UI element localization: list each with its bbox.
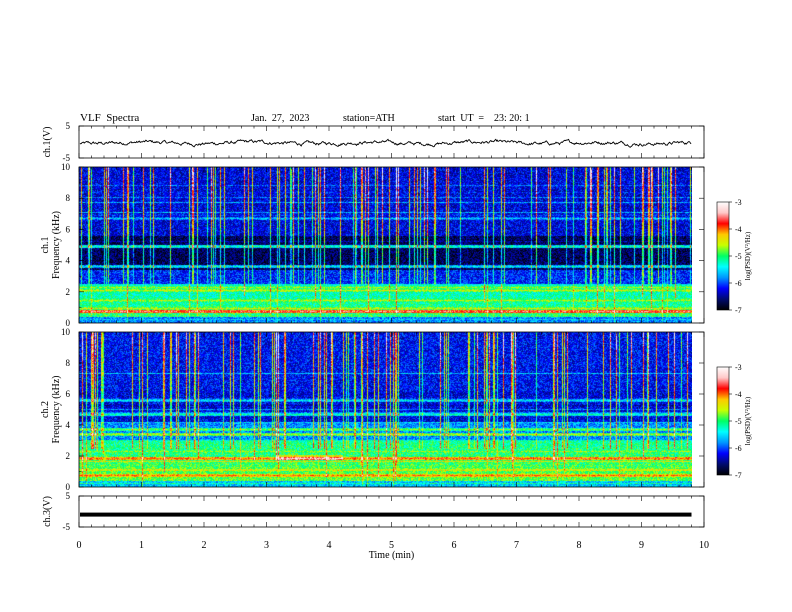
y-tick-label: 2	[66, 287, 71, 297]
y-tick-label: 8	[66, 358, 71, 368]
colorbar-tick-label: -5	[735, 417, 742, 426]
start-time-label: start UT = 23: 20: 1	[438, 113, 530, 124]
ch1-spectrogram-image	[79, 167, 692, 323]
y-tick-label: 8	[66, 193, 71, 203]
colorbar-tick-label: -6	[735, 279, 742, 288]
ch1-waveform-line	[79, 138, 692, 148]
ch1-colorbar	[716, 201, 730, 311]
ch2-spectrogram-image	[79, 332, 692, 487]
y-tick-label: -5	[63, 522, 71, 532]
colorbar-tick-label: -5	[735, 252, 742, 261]
y-axis-label: ch.1(V)	[42, 127, 53, 158]
y-tick-label: 4	[66, 420, 71, 430]
colorbar-tick-label: -3	[735, 198, 742, 207]
x-tick-label: 10	[699, 540, 709, 551]
y-tick-label: 0	[66, 318, 71, 328]
colorbar-tick-label: -7	[735, 471, 742, 480]
y-tick-label: 5	[66, 121, 71, 131]
x-tick-label: 5	[389, 540, 394, 551]
y-tick-label: 2	[66, 451, 71, 461]
x-tick-label: 1	[139, 540, 144, 551]
y-tick-label: 0	[66, 482, 71, 492]
y-tick-label: -5	[63, 153, 71, 163]
y-tick-label: 6	[66, 224, 71, 234]
y-tick-label: 4	[66, 256, 71, 266]
colorbar-label: log(PSD)(V²/Hz)	[744, 396, 752, 445]
colorbar-tick-label: -4	[735, 225, 742, 234]
colorbar-tick-label: -3	[735, 363, 742, 372]
x-tick-label: 8	[577, 540, 582, 551]
colorbar-label: log(PSD)(V²/Hz)	[744, 231, 752, 280]
y-tick-label: 10	[61, 327, 71, 337]
x-tick-label: 6	[452, 540, 457, 551]
x-axis-label: Time (min)	[369, 550, 414, 561]
y-axis-label: ch.1	[40, 237, 51, 254]
x-tick-label: 3	[264, 540, 269, 551]
date-label: Jan. 27, 2023	[251, 113, 310, 124]
y-axis-label: ch.2	[40, 401, 51, 418]
y-axis-label: Frequency (kHz)	[51, 375, 62, 443]
y-axis-label: ch.3(V)	[42, 496, 53, 527]
ch2-colorbar	[716, 366, 730, 476]
y-tick-label: 5	[66, 491, 71, 501]
station-label: station=ATH	[343, 113, 395, 124]
x-tick-label: 7	[514, 540, 519, 551]
x-tick-label: 4	[327, 540, 332, 551]
x-tick-label: 2	[202, 540, 207, 551]
y-tick-label: 10	[61, 162, 71, 172]
chart-title: VLF Spectra	[80, 112, 140, 124]
ch3-waveform-line	[80, 512, 692, 517]
y-axis-label: Frequency (kHz)	[51, 211, 62, 279]
x-tick-label: 0	[77, 540, 82, 551]
colorbar-tick-label: -6	[735, 444, 742, 453]
colorbar-tick-label: -7	[735, 306, 742, 315]
colorbar-tick-label: -4	[735, 390, 742, 399]
x-tick-label: 9	[639, 540, 644, 551]
y-tick-label: 6	[66, 389, 71, 399]
